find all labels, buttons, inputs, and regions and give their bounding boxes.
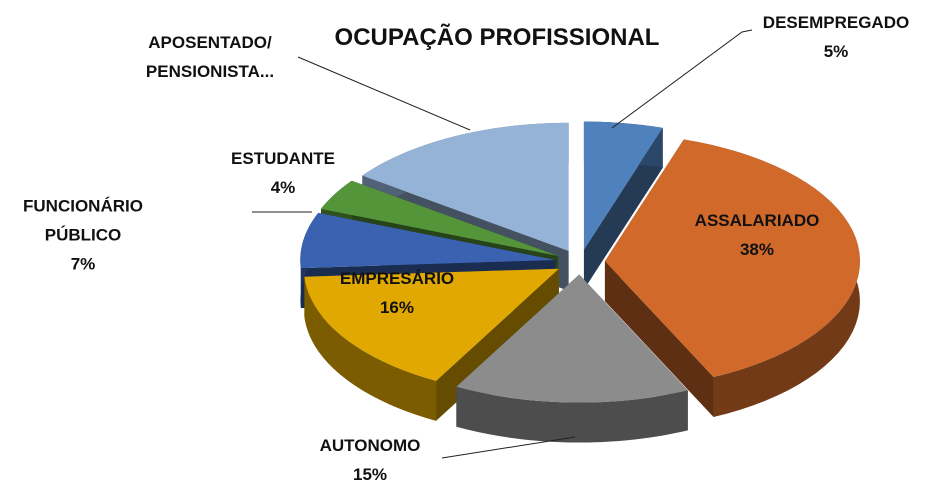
slice-top <box>456 274 688 403</box>
value-label: 4% <box>270 178 296 197</box>
slice-top <box>304 268 559 381</box>
data-label: DESEMPREGADO 5% <box>763 8 909 66</box>
leader-line <box>297 56 471 131</box>
data-label: ASSALARIADO 38% <box>695 206 820 264</box>
leader-line <box>611 29 753 129</box>
value-label: 5% <box>823 42 849 61</box>
chart-title: OCUPAÇÃO PROFISSIONAL <box>334 24 660 51</box>
value-label: 15% <box>352 465 388 484</box>
category-label: DESEMPREGADO <box>762 13 910 32</box>
slice-top <box>604 139 860 378</box>
category-label: ASSALARIADO <box>694 211 820 230</box>
data-label: AUTONOMO 15% <box>320 431 421 487</box>
data-label: EMPRESÁRIO 16% <box>340 264 454 322</box>
data-label: APOSENTADO/ PENSIONISTA... <box>146 28 274 86</box>
category-label: ESTUDANTE <box>231 149 335 168</box>
slice-top <box>300 212 556 269</box>
category-label: APOSENTADO/ PENSIONISTA... <box>145 33 275 81</box>
leader-line <box>441 436 576 459</box>
slice <box>456 274 688 443</box>
slice-top <box>583 121 663 250</box>
slice-wall <box>604 261 714 418</box>
data-label: FUNCIONÁRIO PÚBLICO 7% <box>23 192 143 279</box>
data-label: ESTUDANTE 4% <box>231 144 335 202</box>
category-label: AUTONOMO <box>319 436 421 455</box>
slice-side <box>456 386 688 443</box>
category-label: EMPRESÁRIO <box>339 269 455 288</box>
slice <box>604 139 860 418</box>
value-label: 7% <box>70 254 96 274</box>
value-label: 38% <box>739 240 775 259</box>
slice-side <box>304 276 437 421</box>
slice-top <box>320 180 559 256</box>
slice <box>583 121 663 290</box>
category-label: FUNCIONÁRIO PÚBLICO <box>23 196 143 245</box>
slice-wall <box>583 127 663 290</box>
slice-top <box>362 122 569 251</box>
value-label: 16% <box>379 298 415 317</box>
